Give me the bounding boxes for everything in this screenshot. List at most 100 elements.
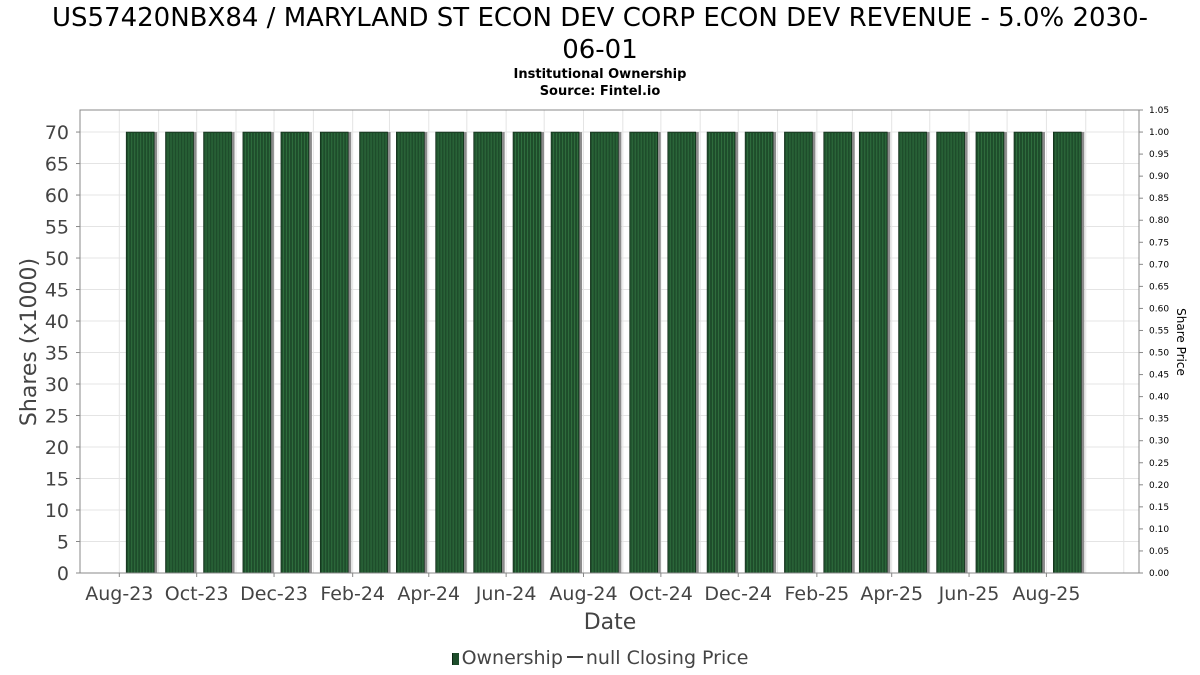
bar-stripe [152,133,154,574]
bar-stripe [867,133,869,574]
ownership-chart: 0 5 10 15 20 25 30 35 40 45 50 55 60 65 70 Aug-23 Oct-23… [17,106,1188,635]
bar-stripe [1024,133,1026,574]
bar-stripe [553,133,555,574]
bar-stripe [446,133,448,574]
bar-stripe [1055,133,1057,574]
y-tick-label: 15 [45,469,69,491]
bar-stripe [1018,133,1020,574]
bar-stripe [1033,133,1035,574]
bar-stripe [282,133,284,574]
bar-stripe [765,133,767,574]
bar-stripe [131,133,133,574]
bar-stripe [828,133,830,574]
bar-stripe [885,133,887,574]
x-tick-label: Dec-23 [240,583,308,605]
bar-stripe [604,133,606,574]
bar-stripe [1015,133,1017,574]
y-tick-label: 65 [45,154,69,176]
bar-stripe [191,133,193,574]
bar-stripe [750,133,752,574]
y2-tick-label: 0.60 [1149,304,1169,314]
chart-source: Source: Fintel.io [539,84,661,99]
bar-stripe [759,133,761,574]
bar-stripe [989,133,991,574]
bar [744,131,777,574]
x-tick-label: Aug-24 [549,583,617,605]
bar-stripe [247,133,249,574]
y2-tick-label: 0.35 [1149,415,1169,425]
bar-stripe [530,133,532,574]
y-tick-label: 60 [45,185,69,207]
y2-axis-title: Share Price [1174,308,1188,376]
bar-stripe [753,133,755,574]
bar-stripe [334,133,336,574]
bar-stripe [655,133,657,574]
bar-stripe [188,133,190,574]
y2-tick-label: 0.90 [1149,172,1169,182]
bar [203,131,235,574]
y2-tick-label: 0.40 [1149,393,1169,403]
bar-stripe [137,133,139,574]
bar-stripe [437,133,439,574]
bar-stripe [521,133,523,574]
bar-stripe [846,133,848,574]
y2-tick-label: 0.70 [1149,260,1169,270]
bar-stripe [876,133,878,574]
y-tick-label: 20 [45,437,69,459]
bar-stripe [906,133,908,574]
bar-stripe [870,133,872,574]
bar-stripe [684,133,686,574]
bar-stripe [493,133,495,574]
bar-stripe [376,133,378,574]
bar-stripe [992,133,994,574]
bar-stripe [956,133,958,574]
y2-tick-label: 0.55 [1149,326,1169,336]
bar [512,131,545,574]
bar [858,131,891,574]
x-tick-label: Feb-25 [785,583,850,605]
bar-stripe [983,133,985,574]
bar-stripe [568,133,570,574]
x-tick-label: Aug-23 [85,583,153,605]
bar-stripe [382,133,384,574]
bar-stripe [515,133,517,574]
y-tick-label: 5 [57,532,69,554]
bar [550,131,583,574]
bar [823,131,855,574]
bar-stripe [562,133,564,574]
bar-stripe [837,133,839,574]
bar-stripe [1079,133,1081,574]
bar-stripe [801,133,803,574]
bar-stripe [182,133,184,574]
price-legend-line [566,656,583,658]
bar-stripe [556,133,558,574]
bar-stripe [631,133,633,574]
bar-stripe [768,133,770,574]
bar-stripe [678,133,680,574]
bar-stripe [724,133,726,574]
bar-stripe [786,133,788,574]
bar [898,131,930,574]
bar [706,131,739,574]
bar-stripe [499,133,501,574]
bar-stripe [401,133,403,574]
bar-stripe [900,133,902,574]
bar-stripe [487,133,489,574]
bar-stripe [214,133,216,574]
bar-stripe [690,133,692,574]
bar-stripe [577,133,579,574]
bar-stripe [687,133,689,574]
bar-stripe [712,133,714,574]
bar-stripe [422,133,424,574]
bar-stripe [1039,133,1041,574]
bar-stripe [598,133,600,574]
x-tick-label: Oct-23 [165,583,229,605]
bar-stripe [601,133,603,574]
bar-stripe [825,133,827,574]
bar-stripe [361,133,363,574]
bar-stripe [370,133,372,574]
y-tick-label: 40 [45,311,69,333]
bar [667,131,699,574]
bar-stripe [1061,133,1063,574]
bar-stripe [533,133,535,574]
